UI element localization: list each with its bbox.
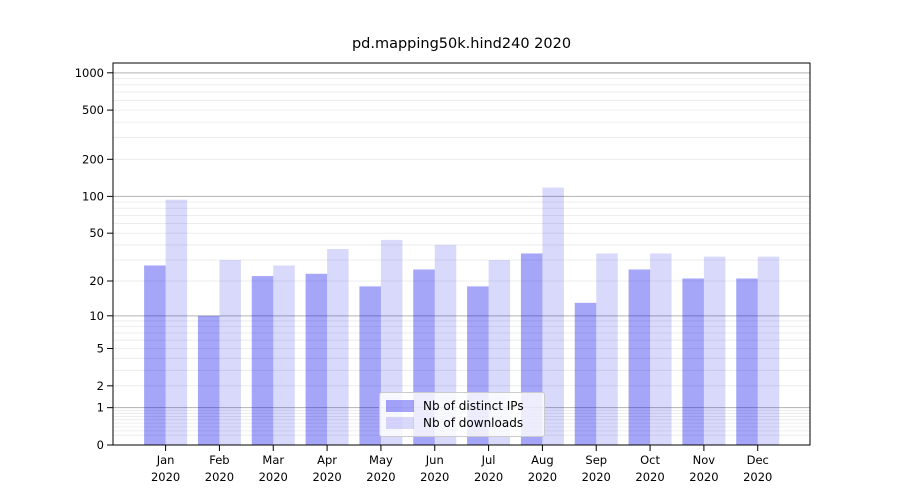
x-tick-label-month: Jan (156, 453, 175, 467)
bar-distinct-ips-feb (197, 315, 220, 445)
bar-distinct-ips-oct (628, 269, 651, 445)
x-tick-label-month: Jun (425, 453, 444, 467)
y-tick-label: 200 (82, 152, 104, 166)
y-tick-label: 0 (97, 438, 104, 452)
y-tick-label: 100 (82, 189, 104, 203)
bar-downloads-mar (273, 265, 295, 445)
x-tick-label-month: May (369, 453, 393, 467)
y-tick-label: 10 (89, 309, 104, 323)
x-tick-label-year: 2020 (689, 470, 718, 484)
y-tick-label: 5 (97, 341, 104, 355)
legend: Nb of distinct IPs Nb of downloads (379, 392, 545, 437)
x-tick-label-month: Nov (693, 453, 716, 467)
bar-distinct-ips-mar (251, 276, 274, 445)
x-tick-label-year: 2020 (259, 470, 288, 484)
x-tick-label-month: Feb (209, 453, 229, 467)
bar-downloads-dec (757, 256, 780, 445)
x-tick-label-year: 2020 (582, 470, 611, 484)
legend-item-downloads: Nb of downloads (386, 416, 544, 430)
y-tick-label: 2 (97, 379, 104, 393)
chart-title: pd.mapping50k.hind240 2020 (351, 36, 572, 52)
legend-label-downloads: Nb of downloads (423, 416, 524, 431)
y-tick-label: 50 (89, 226, 104, 240)
bar-distinct-ips-dec (736, 278, 758, 445)
x-tick-label-year: 2020 (366, 470, 395, 484)
x-tick-label-year: 2020 (420, 470, 449, 484)
x-tick-label-month: Sep (585, 453, 607, 467)
x-tick-label-month: Dec (747, 453, 769, 467)
x-tick-label-month: Oct (640, 453, 660, 467)
legend-label-distinct-ips: Nb of distinct IPs (423, 398, 524, 413)
bar-distinct-ips-nov (682, 278, 704, 445)
x-tick-label-month: Mar (262, 453, 284, 467)
x-tick-label-month: Jul (481, 453, 496, 467)
x-tick-label-year: 2020 (743, 470, 772, 484)
legend-swatch-distinct-ips (386, 399, 414, 412)
x-tick-label-year: 2020 (528, 470, 557, 484)
x-tick-label-year: 2020 (635, 470, 664, 484)
bar-downloads-sep (596, 253, 618, 445)
y-tick-label: 500 (82, 103, 104, 117)
y-tick-label: 1 (97, 401, 104, 415)
bar-downloads-feb (219, 260, 241, 445)
x-tick-label-year: 2020 (151, 470, 180, 484)
x-tick-label-month: Aug (531, 453, 553, 467)
bar-downloads-oct (650, 253, 672, 445)
bar-distinct-ips-jan (144, 265, 166, 445)
legend-swatch-downloads (386, 417, 414, 430)
legend-item-distinct-ips: Nb of distinct IPs (386, 399, 544, 413)
bar-distinct-ips-sep (574, 302, 597, 445)
x-tick-label-year: 2020 (205, 470, 234, 484)
x-tick-label-year: 2020 (474, 470, 503, 484)
bar-distinct-ips-apr (305, 273, 328, 445)
x-tick-label-year: 2020 (312, 470, 341, 484)
x-tick-label-month: Apr (317, 453, 337, 467)
plot-border (112, 62, 811, 446)
bar-downloads-apr (327, 249, 349, 445)
bar-distinct-ips-may (359, 286, 381, 445)
bar-downloads-nov (703, 256, 726, 445)
bar-downloads-jan (165, 199, 188, 445)
y-tick-label: 1000 (75, 66, 104, 80)
bar-downloads-aug (542, 187, 564, 445)
y-tick-label: 20 (89, 274, 104, 288)
